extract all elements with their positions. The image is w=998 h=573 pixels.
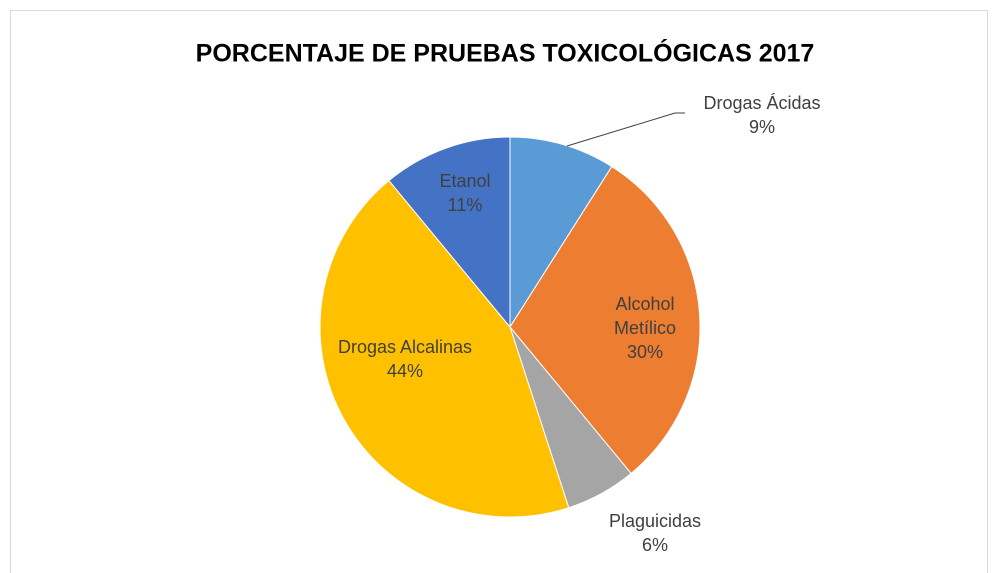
slice-value-label: 6% bbox=[642, 535, 668, 555]
slice-value-label: 30% bbox=[627, 342, 663, 362]
slice-label: Alcohol Metílico bbox=[614, 294, 676, 338]
pie-slice bbox=[509, 136, 613, 329]
slice-label: Plaguicidas bbox=[609, 511, 701, 531]
slice-label: Drogas Alcalinas bbox=[338, 337, 472, 357]
slice-value-label: 44% bbox=[387, 361, 423, 381]
slice-label: Etanol bbox=[439, 171, 490, 191]
chart-border bbox=[10, 10, 988, 573]
pie-slice bbox=[509, 165, 701, 475]
leader-line bbox=[566, 112, 685, 147]
pie-slice bbox=[388, 136, 511, 329]
pie-slice bbox=[319, 179, 570, 518]
slice-label: Drogas Ácidas bbox=[703, 93, 820, 113]
chart-title: PORCENTAJE DE PRUEBAS TOXICOLÓGICAS 2017 bbox=[196, 38, 815, 68]
slice-value-label: 11% bbox=[448, 195, 483, 215]
slice-value-label: 9% bbox=[749, 117, 775, 137]
